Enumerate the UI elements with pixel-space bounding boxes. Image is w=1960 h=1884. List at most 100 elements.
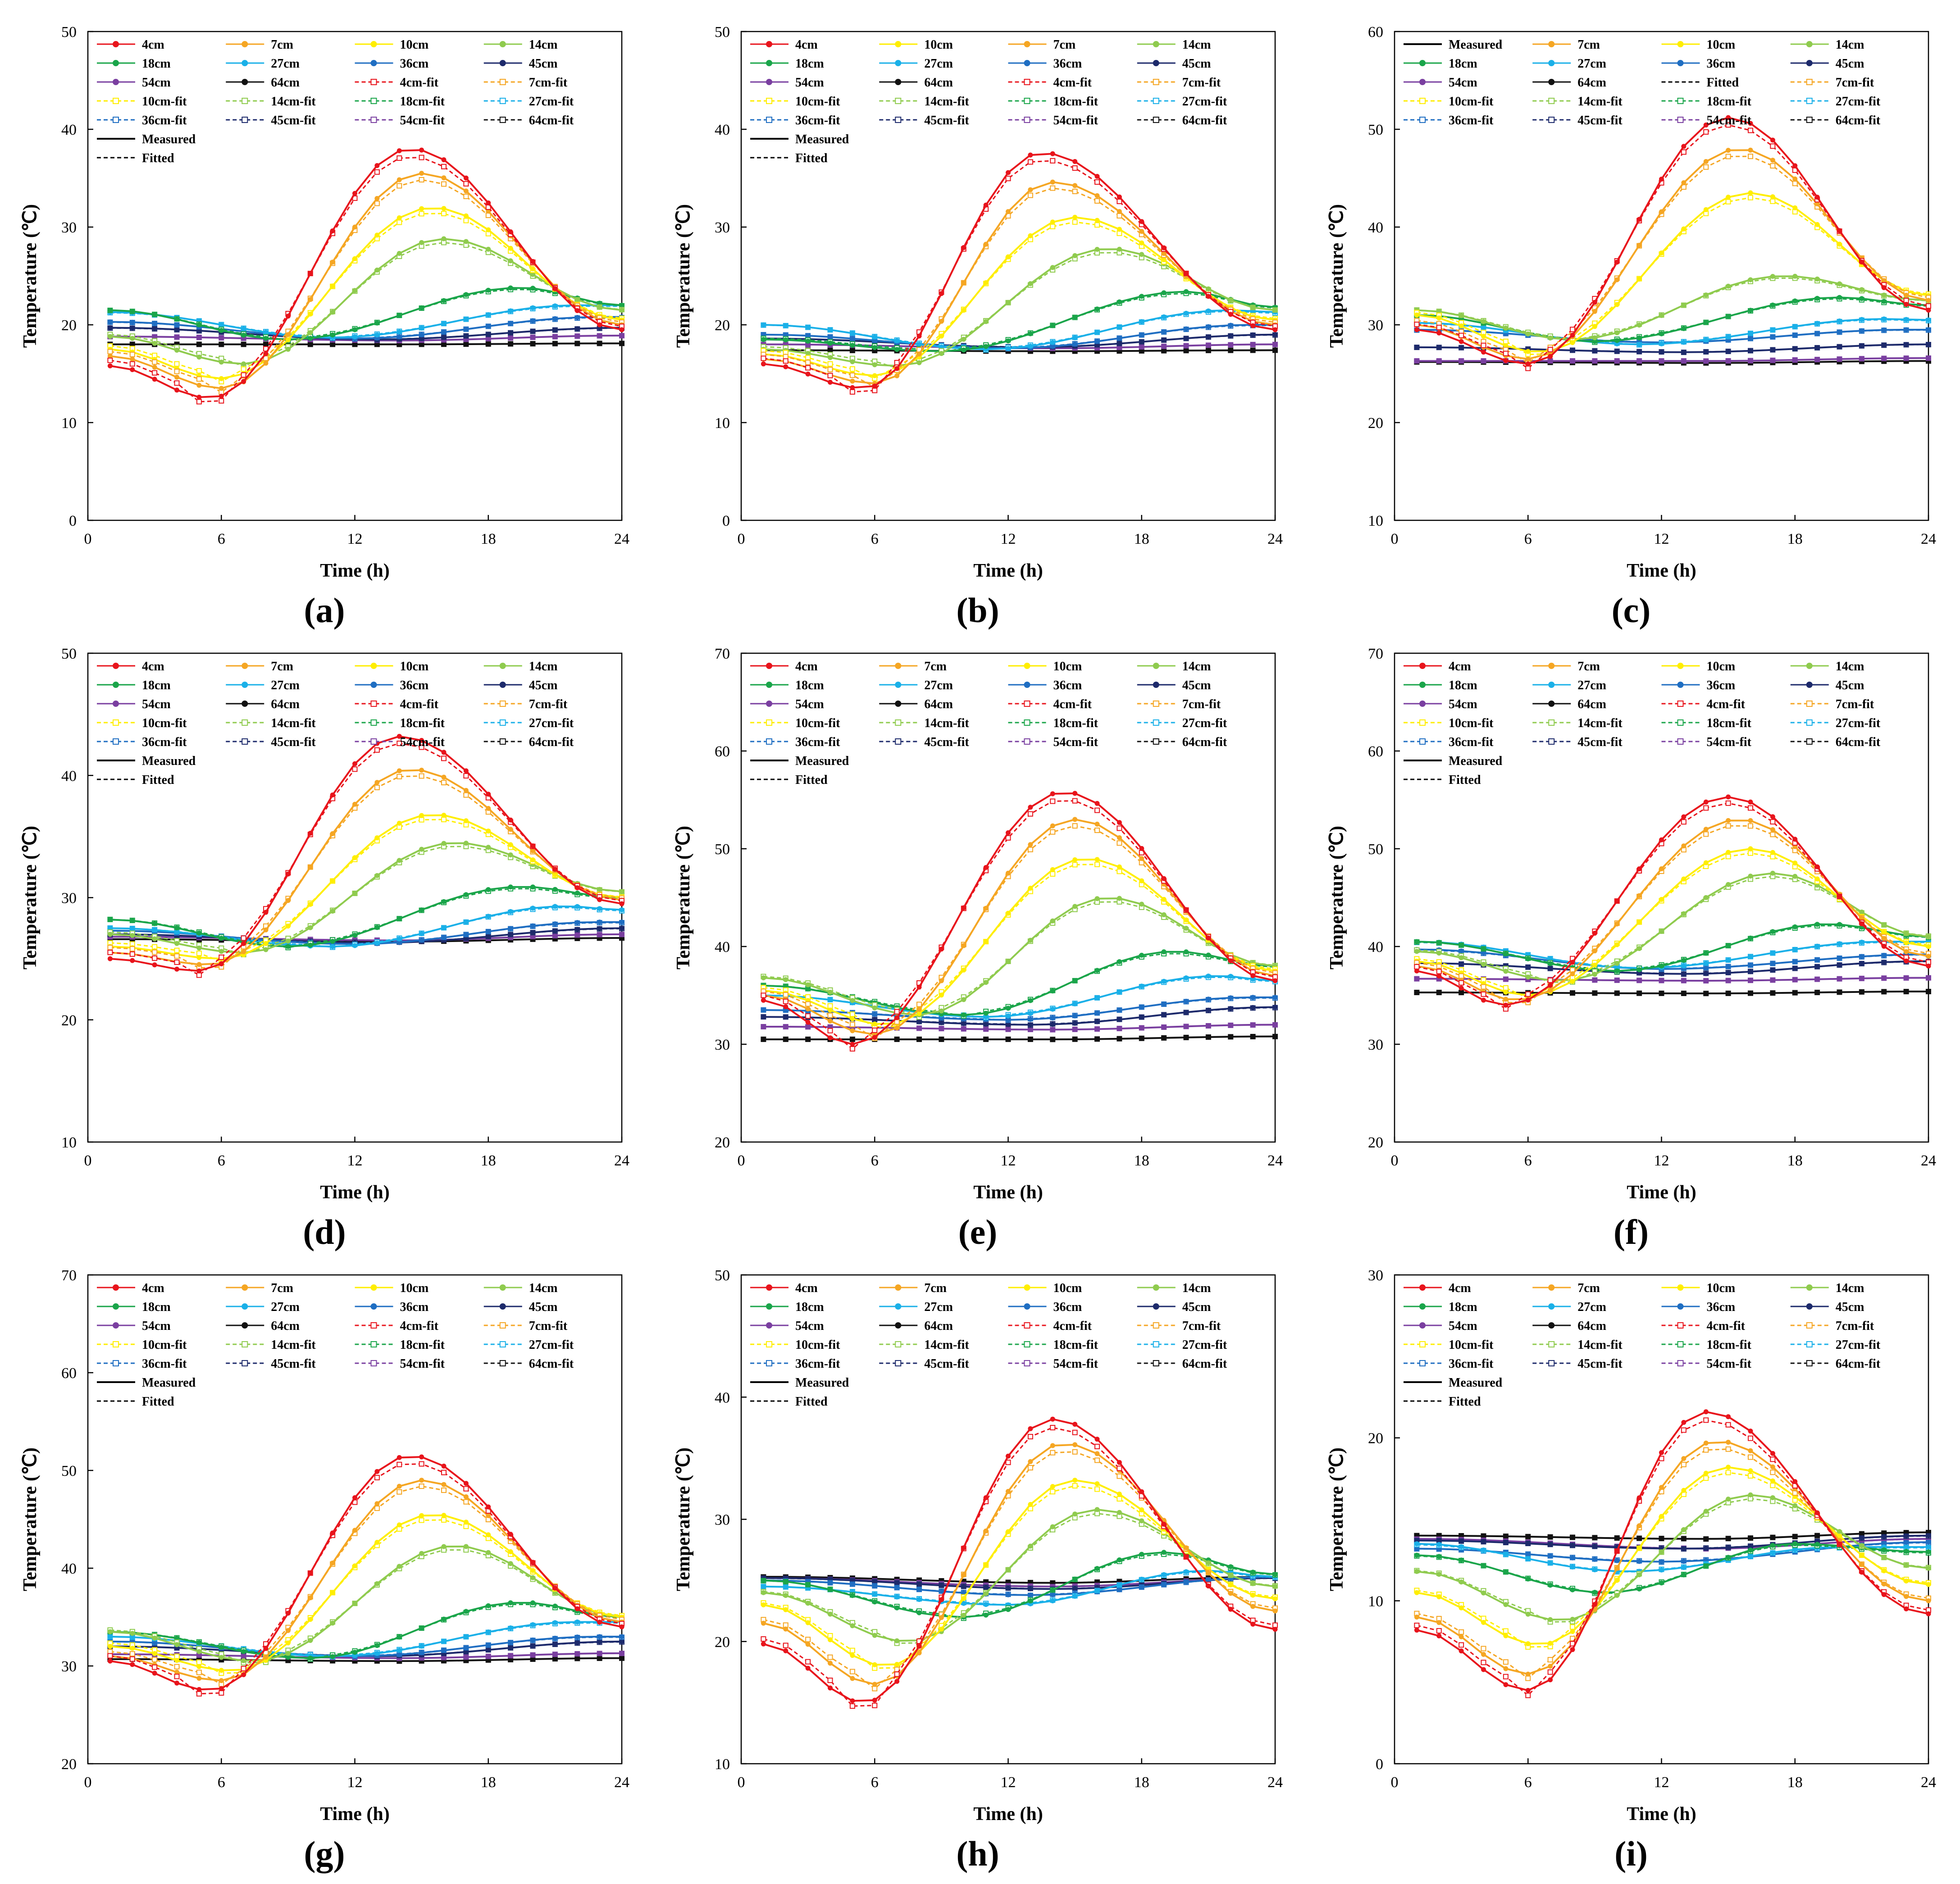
legend-entry: 18cm-fit [1008, 1338, 1099, 1352]
point-14cm [939, 1008, 944, 1014]
legend-entry: 64cm-fit [483, 1357, 574, 1371]
point-4cm [1250, 1621, 1256, 1627]
point-7cm [352, 1528, 357, 1533]
point-18cm [1614, 968, 1620, 974]
point-27cm [1094, 330, 1100, 335]
fit-point-4cm [241, 372, 246, 378]
point-4cm [1139, 1489, 1144, 1494]
point-10cm [828, 1007, 833, 1013]
point-4cm [419, 147, 424, 153]
x-tick-label: 18 [1787, 531, 1803, 547]
y-tick-label: 10 [1368, 1593, 1383, 1610]
point-27cm [894, 1594, 900, 1600]
legend-label: 64cm-fit [1836, 114, 1881, 127]
point-18cm [1094, 306, 1100, 312]
legend-swatch-marker [1153, 738, 1159, 745]
y-tick-label: 20 [715, 1134, 730, 1151]
point-27cm [1139, 319, 1144, 324]
point-14cm [196, 1649, 202, 1654]
fit-point-4cm [463, 1486, 469, 1492]
point-54cm [1094, 1026, 1100, 1032]
y-tick-label: 50 [715, 841, 730, 858]
legend-entry: 45cm [1137, 57, 1211, 71]
point-54cm [463, 1654, 469, 1660]
point-54cm [1436, 358, 1442, 364]
legend-swatch-marker [1806, 701, 1813, 707]
point-18cm [983, 1612, 989, 1618]
legend-label: 18cm-fit [400, 1338, 445, 1352]
legend-label: 54cm-fit [1053, 735, 1099, 749]
point-14cm [761, 975, 766, 980]
point-18cm [961, 347, 966, 353]
point-27cm [397, 1647, 402, 1653]
point-7cm [397, 768, 402, 774]
point-54cm [574, 1651, 580, 1656]
point-54cm [597, 333, 602, 338]
point-14cm [1139, 1518, 1144, 1524]
point-45cm [552, 1641, 558, 1647]
point-14cm [961, 1613, 966, 1618]
point-27cm [130, 926, 135, 931]
point-7cm [1726, 818, 1731, 823]
point-18cm [374, 925, 380, 930]
point-10cm [1006, 910, 1011, 916]
legend-entry: 10cm [1008, 1281, 1082, 1295]
point-45cm [1117, 341, 1122, 346]
point-27cm [374, 332, 380, 338]
point-10cm [1792, 205, 1798, 210]
point-4cm [196, 968, 202, 974]
fit-point-10cm [174, 361, 180, 367]
legend-entry: 10cm [355, 38, 428, 52]
fit-point-4cm [152, 370, 158, 376]
point-7cm [939, 1615, 944, 1620]
point-64cm [828, 348, 833, 353]
fit-point-7cm [1050, 185, 1056, 191]
point-4cm [552, 286, 558, 291]
point-36cm [916, 1587, 922, 1593]
fit-point-10cm [1748, 195, 1753, 200]
legend-swatch-marker [895, 1303, 902, 1310]
point-45cm [1570, 348, 1575, 353]
point-36cm [1837, 955, 1842, 960]
point-64cm [1726, 1536, 1731, 1542]
legend-label: 45cm [529, 1300, 558, 1314]
point-7cm [330, 1561, 335, 1566]
legend-entry: 45cm-fit [226, 114, 316, 127]
point-7cm [983, 241, 989, 247]
fit-point-7cm [463, 1499, 469, 1505]
legend-entry: Fitted [750, 773, 828, 787]
point-18cm [1414, 939, 1419, 944]
point-10cm [174, 1658, 179, 1663]
point-10cm [530, 1568, 535, 1573]
point-7cm [1659, 209, 1664, 214]
legend-label: 18cm-fit [400, 95, 445, 109]
legend-swatch-marker [370, 1360, 377, 1366]
point-54cm [1859, 976, 1864, 981]
legend-swatch-marker [1806, 663, 1813, 669]
point-4cm [1548, 983, 1553, 988]
point-7cm [1503, 997, 1509, 1002]
point-27cm [1926, 317, 1931, 323]
fit-point-4cm [219, 954, 224, 960]
legend-swatch-marker [370, 79, 377, 85]
legend-label: 7cm-fit [1182, 697, 1221, 711]
point-36cm [1792, 332, 1798, 338]
point-4cm [783, 1648, 789, 1653]
point-45cm [1028, 1022, 1033, 1028]
point-54cm [508, 1653, 513, 1658]
legend-entry: 7cm-fit [483, 697, 568, 711]
y-tick-label: 30 [1368, 1037, 1383, 1053]
legend-label: 14cm-fit [924, 1338, 969, 1352]
y-tick-label: 10 [715, 415, 730, 432]
x-tick-label: 18 [1134, 1152, 1149, 1169]
legend-entry: 45cm-fit [1532, 114, 1623, 127]
point-10cm [1094, 218, 1100, 223]
legend-entry: 27cm [879, 678, 953, 692]
fit-point-10cm [1050, 223, 1056, 229]
legend-label: 36cm-fit [1449, 114, 1494, 127]
legend-swatch-marker [1153, 701, 1159, 707]
y-tick-label: 20 [1368, 1134, 1383, 1151]
legend-swatch-marker [370, 117, 377, 123]
point-18cm [1072, 978, 1078, 983]
point-4cm [1050, 151, 1055, 156]
